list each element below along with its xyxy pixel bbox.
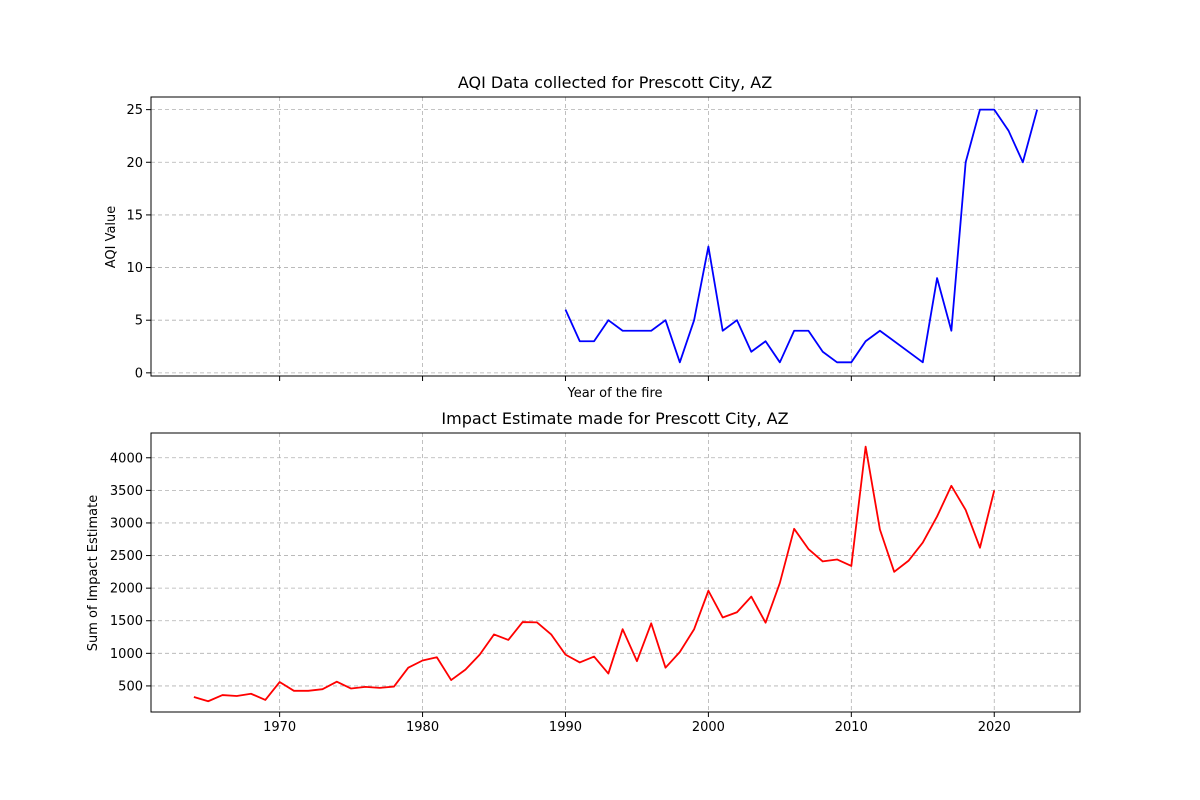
impact-y-tick-label: 2500 xyxy=(110,549,143,564)
impact-x-tick-label: 1980 xyxy=(406,720,439,735)
impact-x-tick-label: 2020 xyxy=(978,720,1011,735)
aqi-ticks: 0 5 10 15 20 25 xyxy=(126,103,995,381)
aqi-y-tick-label: 15 xyxy=(126,208,143,223)
impact-x-tick-label: 2000 xyxy=(692,720,725,735)
aqi-chart-title: AQI Data collected for Prescott City, AZ xyxy=(458,73,772,92)
aqi-grid xyxy=(151,97,1080,376)
aqi-line xyxy=(564,108,1038,364)
impact-x-tick-label: 2010 xyxy=(835,720,868,735)
aqi-y-tick-label: 25 xyxy=(126,103,143,118)
aqi-y-axis-label: AQI Value xyxy=(104,206,119,269)
impact-y-tick-label: 3500 xyxy=(110,484,143,499)
impact-y-tick-label: 2000 xyxy=(110,582,143,597)
impact-plot-frame xyxy=(150,432,1081,713)
aqi-chart: 0 5 10 15 20 25 AQI Data collected for Presco… xyxy=(104,73,1081,401)
impact-y-tick-label: 3000 xyxy=(110,516,143,531)
impact-line xyxy=(193,445,996,703)
impact-ticks: 1970 1980 1990 2000 2010 2020 500 1000 1500 2000 2… xyxy=(110,451,1011,735)
aqi-plot-frame xyxy=(150,96,1081,377)
impact-y-tick-label: 500 xyxy=(118,679,143,694)
aqi-y-tick-label: 10 xyxy=(126,261,143,276)
impact-y-tick-label: 4000 xyxy=(110,451,143,466)
aqi-y-tick-label: 0 xyxy=(135,366,143,381)
aqi-x-axis-label: Year of the fire xyxy=(566,386,662,401)
aqi-y-tick-label: 20 xyxy=(126,156,143,171)
aqi-y-tick-label: 5 xyxy=(135,314,143,329)
impact-chart: 1970 1980 1990 2000 2010 2020 500 1000 1500 2000 2… xyxy=(86,409,1081,735)
impact-y-axis-label: Sum of Impact Estimate xyxy=(86,495,101,651)
impact-y-tick-label: 1500 xyxy=(110,614,143,629)
impact-chart-title: Impact Estimate made for Prescott City, … xyxy=(441,409,788,428)
impact-x-tick-label: 1990 xyxy=(549,720,582,735)
impact-x-tick-label: 1970 xyxy=(263,720,296,735)
impact-y-tick-label: 1000 xyxy=(110,647,143,662)
